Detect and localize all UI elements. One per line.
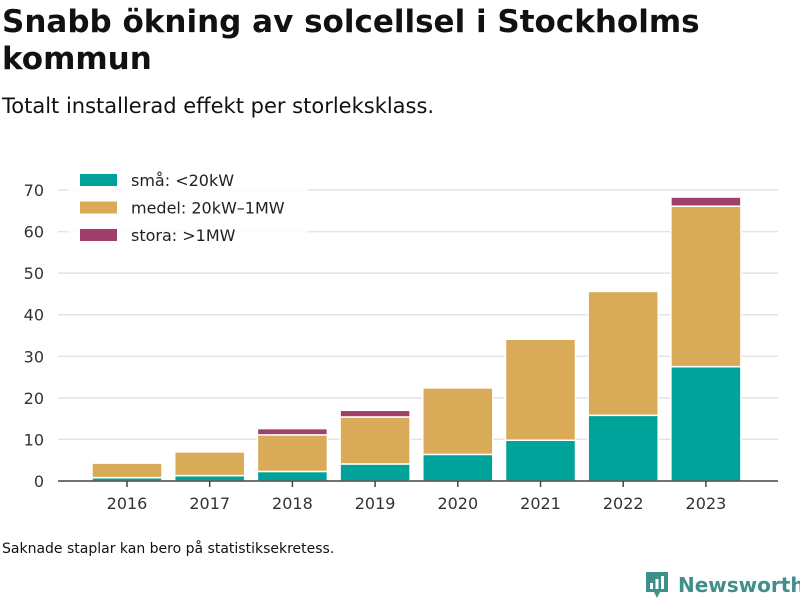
bars [91, 196, 742, 482]
stacked-bar-chart: 0 10 20 30 40 50 60 70 2016 2017 2018 2019 2020 2021… [23, 166, 778, 513]
y-tick-label: 20 [24, 389, 44, 408]
bar-segment [504, 338, 577, 442]
x-tick-label: 2023 [686, 494, 727, 513]
legend-swatch [80, 201, 117, 214]
bar-segment [422, 387, 494, 456]
bar-segment [173, 451, 246, 477]
y-tick-label: 30 [24, 347, 44, 366]
x-tick-label: 2018 [272, 494, 313, 513]
bar-segment [587, 290, 659, 417]
bar-segment [670, 205, 742, 368]
bar-segment [256, 470, 329, 482]
x-tick-label: 2016 [107, 494, 148, 513]
legend-swatch [80, 174, 117, 186]
bar-segment [339, 409, 411, 418]
y-tick-label: 0 [34, 472, 44, 491]
footnote: Saknade staplar kan bero på statistiksek… [2, 541, 335, 557]
x-tick-label: 2022 [603, 494, 644, 513]
legend-swatch [80, 229, 117, 241]
x-tick-label: 2020 [437, 494, 478, 513]
legend-label: stora: >1MW [131, 226, 236, 245]
y-tick-label: 40 [24, 306, 44, 325]
legend: små: <20kW medel: 20kW–1MW stora: >1MW [68, 166, 308, 248]
chart-subtitle: Totalt installerad effekt per storlekskl… [2, 94, 435, 118]
newsworthy-logo-icon [646, 572, 668, 598]
y-tick-label: 70 [24, 181, 44, 200]
bar-segment [504, 439, 577, 482]
legend-label: medel: 20kW–1MW [131, 199, 285, 218]
chart-title: Snabb ökning av solcellsel i Stockholms … [2, 4, 700, 77]
bar-segment [670, 196, 742, 207]
bar-segment [256, 434, 329, 473]
bar-segment [173, 474, 246, 482]
x-axis: 2016 2017 2018 2019 2020 2021 2022 2023 [58, 480, 778, 513]
bar-segment [422, 453, 494, 482]
y-axis: 0 10 20 30 40 50 60 70 [24, 181, 44, 491]
bar-segment [587, 414, 659, 482]
bar-segment [339, 416, 411, 465]
bar-segment [91, 462, 163, 479]
x-tick-label: 2021 [520, 494, 561, 513]
x-tick-label: 2017 [189, 494, 230, 513]
y-tick-label: 50 [24, 264, 44, 283]
y-tick-label: 10 [24, 430, 44, 449]
y-tick-label: 60 [24, 223, 44, 242]
x-tick-label: 2019 [355, 494, 396, 513]
bar-segment [670, 365, 742, 482]
bar-segment [339, 463, 411, 482]
brand[interactable]: Newsworthy [644, 570, 800, 600]
brand-name: Newsworthy [678, 573, 800, 597]
bar-segment [256, 427, 329, 436]
legend-label: små: <20kW [131, 171, 234, 190]
